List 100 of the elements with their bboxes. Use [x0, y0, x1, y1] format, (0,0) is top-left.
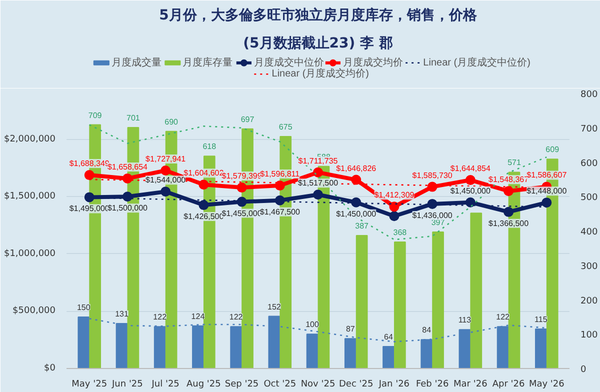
- data-label: 64: [384, 332, 394, 342]
- y2-tick-label: 800: [580, 90, 598, 100]
- y2-tick-label: 600: [580, 158, 598, 169]
- legend-label: 月度成交中位价: [254, 56, 324, 68]
- y2-tick-label: 700: [580, 124, 598, 134]
- data-label: 87: [346, 324, 356, 334]
- chart-title: 5月份，大多倫多旺市独立房月度库存，销售，价格: [159, 6, 478, 24]
- point: [427, 198, 438, 209]
- y2-tick-label: 500: [580, 193, 598, 204]
- data-label: $1,412,309: [374, 190, 415, 200]
- data-label: $1,586,607: [526, 170, 568, 180]
- x-tick-label: Sep '25: [224, 380, 259, 390]
- y-tick-label: $0: [44, 364, 56, 374]
- x-tick-label: Oct '25: [264, 380, 296, 390]
- data-label: 618: [202, 142, 217, 152]
- x-tick-label: Feb '26: [416, 380, 449, 390]
- legend-label: Linear (月度成交均价): [272, 68, 370, 80]
- y2-tick-label: 100: [580, 330, 598, 341]
- data-label: 84: [422, 326, 432, 335]
- data-label: 701: [126, 114, 140, 123]
- point: [274, 180, 285, 191]
- legend-label: Linear (月度成交中位价): [423, 56, 530, 68]
- y2-tick-label: 0: [580, 365, 586, 375]
- data-label: $1,450,000: [450, 186, 491, 196]
- data-label: $1,644,854: [450, 164, 491, 174]
- legend-label: 月度成交均价: [343, 56, 404, 68]
- point: [504, 186, 514, 196]
- point: [274, 195, 285, 206]
- data-label: 100: [306, 320, 320, 330]
- data-label: 368: [393, 228, 408, 237]
- point: [389, 211, 400, 222]
- point: [351, 197, 362, 208]
- y-tick-label: $2,000,000: [4, 134, 56, 144]
- point: [236, 196, 247, 207]
- data-label: $1,548,367: [488, 175, 530, 184]
- point: [122, 173, 132, 184]
- data-label: 115: [534, 314, 548, 324]
- point: [160, 166, 171, 176]
- data-label: 131: [115, 309, 129, 318]
- y-tick-label: $1,000,000: [4, 248, 56, 259]
- point: [84, 170, 94, 180]
- x-tick-label: Apr '26: [492, 380, 525, 390]
- point: [84, 192, 94, 202]
- point: [313, 190, 323, 200]
- x-tick-label: Mar '26: [454, 380, 488, 390]
- chart-subtitle: (5月数据截止23) 李 郡: [243, 36, 393, 52]
- point: [542, 198, 552, 208]
- data-label: 397: [431, 218, 446, 228]
- data-label: 124: [191, 312, 206, 321]
- bar: [470, 212, 482, 368]
- point: [198, 180, 209, 190]
- point: [313, 167, 323, 178]
- y2-tick-label: 300: [580, 262, 598, 272]
- point: [389, 202, 400, 212]
- point: [351, 174, 362, 185]
- data-label: 387: [355, 221, 370, 230]
- data-label: 113: [458, 316, 472, 325]
- point: [122, 192, 132, 202]
- bar: [394, 242, 406, 368]
- data-label: $1,727,941: [146, 154, 186, 164]
- legend-label: 月度成交量: [111, 56, 162, 68]
- point: [198, 200, 209, 210]
- point: [160, 186, 171, 197]
- point: [504, 206, 514, 217]
- data-label: 609: [546, 145, 560, 154]
- x-tick-label: May '26: [528, 380, 565, 390]
- x-tick-label: Jun '25: [111, 380, 143, 390]
- data-label: $1,448,000: [526, 186, 568, 196]
- data-label: 152: [268, 302, 282, 312]
- x-tick-label: May '25: [72, 380, 108, 390]
- data-label: $1,658,654: [107, 162, 148, 172]
- data-label: $1,517,500: [298, 178, 339, 188]
- y-tick-label: $1,500,000: [4, 192, 56, 202]
- data-label: $1,585,730: [412, 170, 453, 180]
- point: [465, 175, 476, 186]
- x-tick-label: Dec '25: [339, 380, 374, 390]
- data-label: $1,450,000: [336, 209, 377, 218]
- data-label: $1,366,500: [488, 218, 530, 228]
- x-tick-label: Jul '25: [150, 380, 180, 390]
- point: [236, 182, 247, 193]
- data-label: $1,544,000: [146, 176, 186, 185]
- data-label: 709: [88, 110, 102, 120]
- data-label: 150: [76, 302, 91, 312]
- data-label: 122: [229, 312, 244, 322]
- data-label: 690: [164, 117, 179, 126]
- bar: [356, 234, 368, 368]
- x-tick-label: Jan '26: [378, 380, 410, 390]
- data-label: 571: [508, 158, 522, 168]
- y2-tick-label: 200: [580, 296, 598, 306]
- bar: [432, 232, 444, 368]
- data-label: $1,646,826: [336, 164, 377, 173]
- point: [465, 197, 476, 208]
- data-label: 122: [153, 312, 168, 322]
- legend-label: 月度库存量: [182, 56, 233, 68]
- data-label: 122: [496, 312, 510, 322]
- data-label: 675: [278, 122, 293, 132]
- data-label: $1,436,000: [412, 210, 453, 220]
- point: [427, 182, 438, 192]
- y-tick-label: $500,000: [12, 306, 56, 316]
- data-label: 697: [240, 114, 255, 124]
